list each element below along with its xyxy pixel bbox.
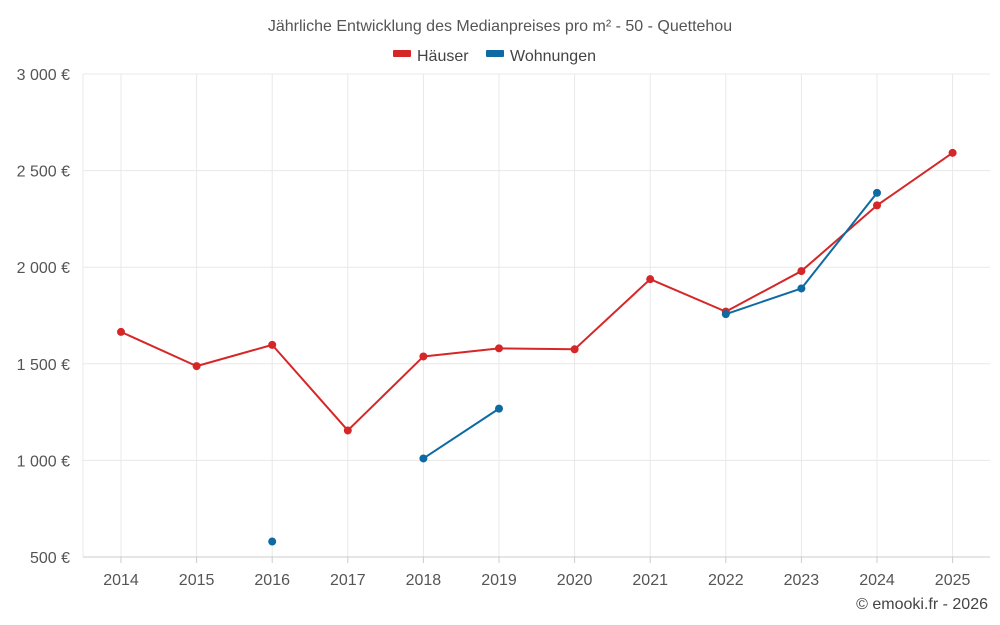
x-tick-label: 2025: [935, 572, 971, 589]
data-point-haeuser[interactable]: [646, 275, 655, 284]
legend-swatch-haeuser: [393, 50, 411, 57]
data-point-wohnungen[interactable]: [419, 454, 428, 463]
series-haeuser: [117, 148, 957, 435]
grid: [82, 73, 990, 557]
chart-title: Jährliche Entwicklung des Medianpreises …: [268, 18, 732, 35]
series-line-haeuser: [800, 204, 878, 273]
series-line-haeuser: [876, 151, 954, 207]
data-point-haeuser[interactable]: [343, 426, 352, 435]
legend-label-haeuser[interactable]: Häuser: [417, 48, 469, 65]
series-wohnungen: [268, 188, 881, 546]
series-line-haeuser: [422, 347, 500, 358]
x-tick-label: 2018: [406, 572, 442, 589]
data-point-wohnungen[interactable]: [797, 284, 806, 293]
data-point-haeuser[interactable]: [192, 362, 201, 371]
series-line-wohnungen: [724, 287, 803, 316]
series-line-wohnungen: [422, 407, 500, 460]
x-tick-label: 2023: [784, 572, 820, 589]
x-tick-label: 2015: [179, 572, 215, 589]
y-tick-label: 1 000 €: [17, 453, 70, 470]
y-tick-label: 500 €: [30, 550, 70, 567]
x-tick-label: 2022: [708, 572, 744, 589]
series-line-haeuser: [195, 343, 274, 368]
x-tick-label: 2014: [103, 572, 139, 589]
data-point-wohnungen[interactable]: [873, 188, 881, 197]
legend-label-wohnungen[interactable]: Wohnungen: [510, 48, 596, 65]
credit-label: © emooki.fr - 2026: [856, 596, 988, 613]
series-line-haeuser: [498, 347, 576, 351]
x-tick-label: 2021: [632, 572, 668, 589]
data-point-haeuser[interactable]: [419, 352, 428, 361]
series-line-haeuser: [649, 278, 727, 313]
y-axis: 500 € 1 000 € 1 500 € 2 000 € 2 500 € 3 000 €: [17, 67, 70, 567]
data-point-wohnungen[interactable]: [268, 537, 277, 546]
series-line-haeuser: [573, 278, 652, 351]
series-line-haeuser: [724, 270, 803, 313]
data-point-wohnungen[interactable]: [495, 404, 503, 413]
series: [117, 148, 957, 546]
y-tick-label: 2 500 €: [17, 164, 70, 181]
y-tick-label: 1 500 €: [17, 357, 70, 374]
x-tick-label: 2017: [330, 572, 366, 589]
legend-swatch-wohnungen: [486, 50, 504, 57]
data-point-haeuser[interactable]: [948, 148, 957, 157]
data-point-haeuser[interactable]: [570, 345, 579, 354]
data-point-haeuser[interactable]: [117, 327, 125, 336]
y-tick-label: 2 000 €: [17, 260, 70, 277]
data-point-wohnungen[interactable]: [721, 310, 730, 319]
data-point-haeuser[interactable]: [268, 340, 277, 349]
data-point-haeuser[interactable]: [873, 201, 881, 210]
x-axis: 2014 2015 2016 2017 2018 2019 2020 2021 2022 2023…: [83, 556, 990, 589]
y-tick-label: 3 000 €: [17, 67, 70, 84]
x-tick-label: 2024: [859, 572, 895, 589]
series-line-haeuser: [271, 343, 349, 432]
series-line-wohnungen: [800, 191, 878, 290]
x-tick-label: 2019: [481, 572, 517, 589]
data-point-haeuser[interactable]: [495, 344, 503, 353]
series-line-haeuser: [120, 330, 198, 368]
legend: Häuser Wohnungen: [393, 48, 596, 65]
data-point-haeuser[interactable]: [797, 267, 806, 276]
x-tick-label: 2020: [557, 572, 593, 589]
x-tick-label: 2016: [254, 572, 290, 589]
series-line-haeuser: [346, 355, 425, 432]
